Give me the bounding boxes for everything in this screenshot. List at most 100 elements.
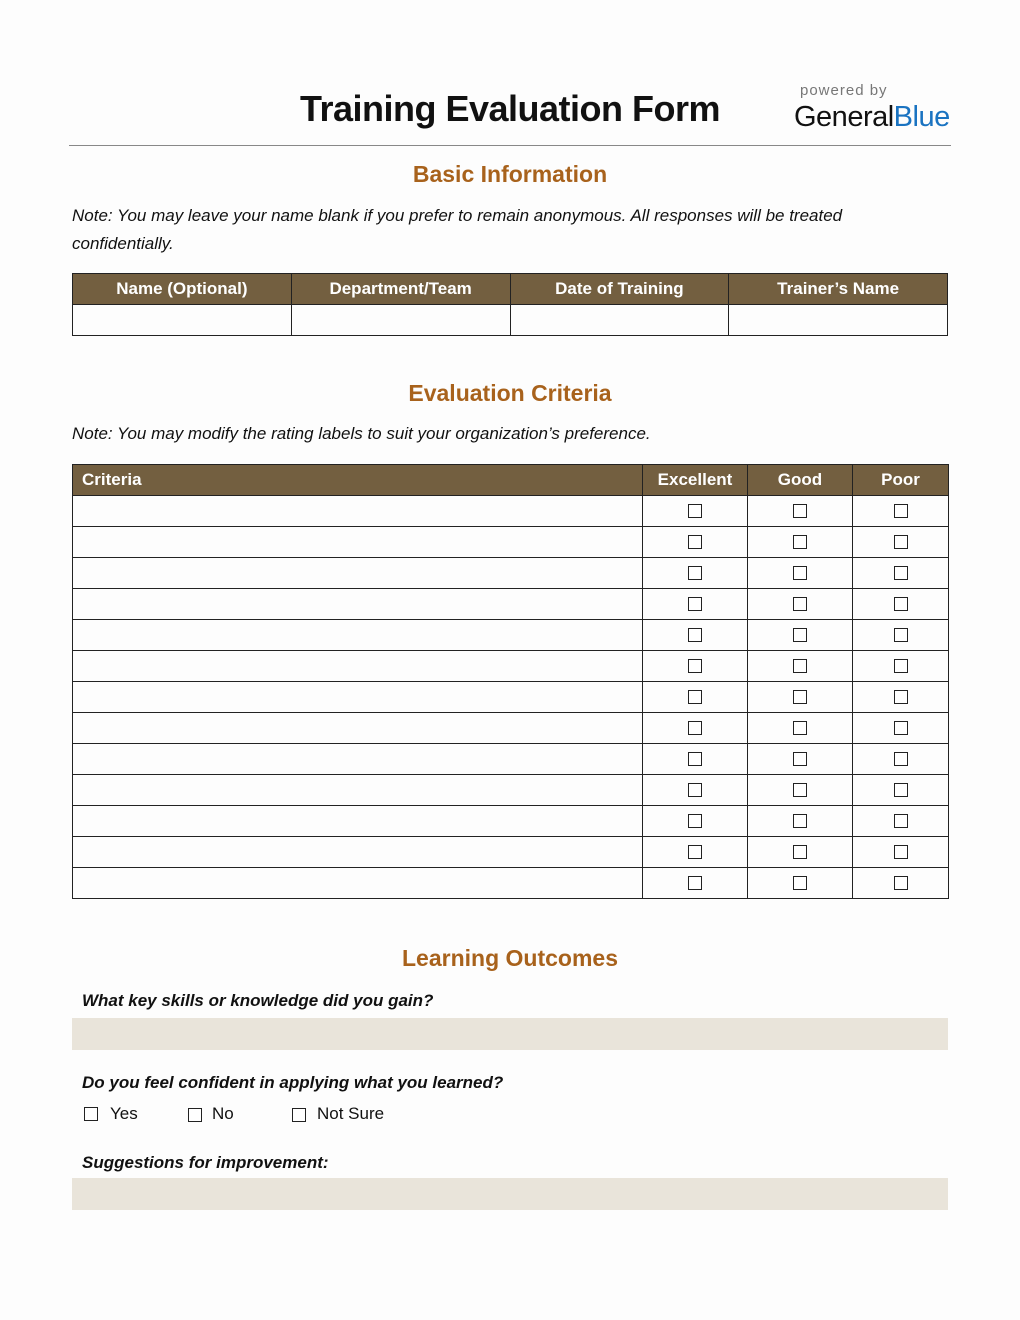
excellent-cell [642,588,748,620]
yes-label: Yes [110,1104,138,1123]
no-checkbox[interactable] [188,1108,202,1122]
criteria-row [72,495,949,527]
good-cell [747,650,853,682]
criteria-field[interactable] [72,495,643,527]
question-skills: What key skills or knowledge did you gai… [82,991,434,1010]
poor-checkbox[interactable] [893,844,908,859]
question-suggestions: Suggestions for improvement: [82,1153,329,1172]
criteria-field[interactable] [72,712,643,744]
col-poor: Poor [852,464,949,496]
criteria-field[interactable] [72,774,643,806]
criteria-row [72,836,949,868]
excellent-checkbox[interactable] [688,596,702,611]
excellent-checkbox[interactable] [688,720,702,735]
excellent-cell [642,557,748,589]
trainer-field[interactable] [728,304,948,336]
excellent-cell [642,619,748,651]
poor-checkbox[interactable] [893,627,908,642]
poor-checkbox[interactable] [893,751,908,766]
excellent-checkbox[interactable] [688,503,702,518]
poor-checkbox[interactable] [893,813,908,828]
not-sure-checkbox[interactable] [292,1108,306,1122]
good-checkbox[interactable] [793,503,807,518]
excellent-cell [642,743,748,775]
good-cell [747,681,853,713]
col-department: Department/Team [290,273,511,305]
criteria-field[interactable] [72,557,643,589]
good-checkbox[interactable] [793,565,807,580]
good-checkbox[interactable] [793,844,807,859]
criteria-field[interactable] [72,805,643,837]
poor-cell [852,526,949,558]
poor-cell [852,743,949,775]
poor-checkbox[interactable] [893,782,908,797]
poor-checkbox[interactable] [893,689,908,704]
good-cell [747,712,853,744]
criteria-field[interactable] [72,619,643,651]
criteria-field[interactable] [72,681,643,713]
excellent-checkbox[interactable] [688,534,702,549]
basic-info-heading: Basic Information [412,161,608,187]
criteria-field[interactable] [72,743,643,775]
good-checkbox[interactable] [793,596,807,611]
good-checkbox[interactable] [793,751,807,766]
criteria-field[interactable] [72,526,643,558]
skills-answer-field[interactable] [72,1018,948,1050]
poor-cell [852,867,949,899]
good-cell [747,588,853,620]
poor-checkbox[interactable] [893,658,908,673]
note-line-1: Note: You may leave your name blank if y… [72,206,843,225]
suggestions-answer-field[interactable] [72,1178,948,1210]
good-checkbox[interactable] [793,627,807,642]
excellent-checkbox[interactable] [688,751,702,766]
department-field[interactable] [290,304,511,336]
excellent-checkbox[interactable] [688,875,702,890]
good-checkbox[interactable] [793,534,807,549]
good-checkbox[interactable] [793,875,807,890]
criteria-field[interactable] [72,836,643,868]
excellent-checkbox[interactable] [688,627,702,642]
date-field[interactable] [509,304,730,336]
excellent-checkbox[interactable] [688,658,702,673]
good-checkbox[interactable] [793,658,807,673]
poor-cell [852,712,949,744]
good-checkbox[interactable] [793,782,807,797]
good-checkbox[interactable] [793,720,807,735]
good-checkbox[interactable] [793,689,807,704]
poor-checkbox[interactable] [893,503,908,518]
good-cell [747,619,853,651]
excellent-cell [642,526,748,558]
criteria-row [72,805,949,837]
excellent-checkbox[interactable] [688,813,702,828]
evaluation-note: Note: You may modify the rating labels t… [72,424,651,443]
good-cell [747,867,853,899]
page-title: Training Evaluation Form [299,88,721,129]
criteria-field[interactable] [72,867,643,899]
good-cell [747,805,853,837]
header-divider [69,145,951,146]
criteria-field[interactable] [72,588,643,620]
excellent-cell [642,681,748,713]
name-field[interactable] [72,304,292,336]
excellent-checkbox[interactable] [688,782,702,797]
excellent-checkbox[interactable] [688,689,702,704]
good-checkbox[interactable] [793,813,807,828]
excellent-cell [642,805,748,837]
poor-checkbox[interactable] [893,565,908,580]
criteria-row [72,557,949,589]
criteria-row [72,867,949,899]
excellent-checkbox[interactable] [688,565,702,580]
poor-checkbox[interactable] [893,875,908,890]
good-cell [747,557,853,589]
criteria-field[interactable] [72,650,643,682]
good-cell [747,743,853,775]
poor-checkbox[interactable] [893,596,908,611]
yes-checkbox[interactable] [84,1107,98,1121]
poor-checkbox[interactable] [893,720,908,735]
poor-checkbox[interactable] [893,534,908,549]
excellent-checkbox[interactable] [688,844,702,859]
excellent-cell [642,712,748,744]
criteria-row [72,712,949,744]
excellent-cell [642,495,748,527]
